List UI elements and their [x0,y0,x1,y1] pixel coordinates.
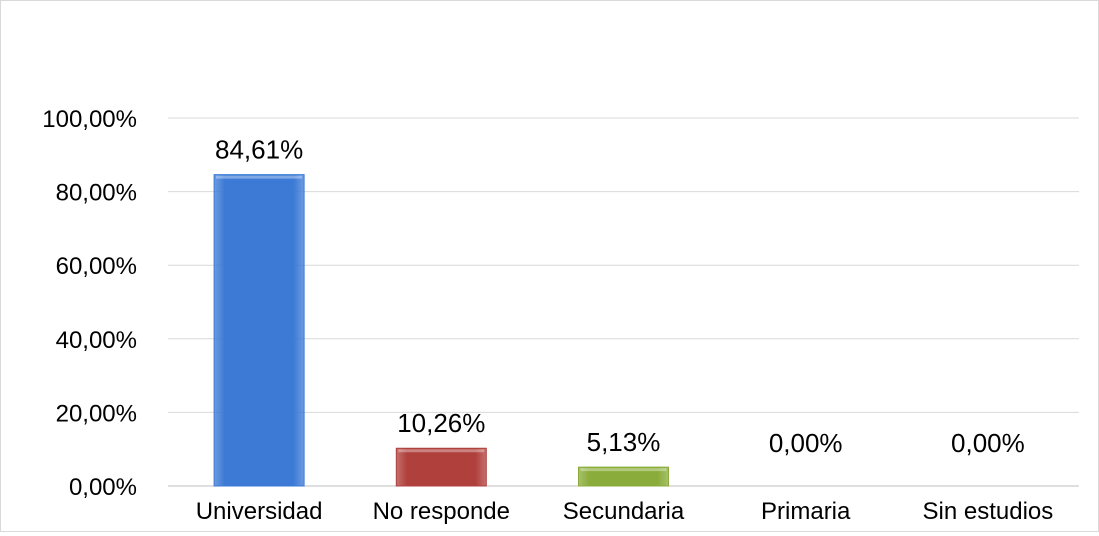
bars [213,174,669,487]
data-label: 0,00% [769,428,843,458]
bar-secundaria [578,466,669,487]
data-label: 10,26% [397,408,485,438]
y-axis-tick-labels: 0,00% 20,00% 40,00% 60,00% 80,00% 100,00% [42,106,137,501]
data-label: 5,13% [587,427,661,457]
data-label: 0,00% [951,428,1025,458]
y-tick-label: 100,00% [42,106,137,133]
category-label: Sin estudios [923,498,1054,525]
y-tick-label: 20,00% [56,400,137,427]
bar-no-responde [395,447,487,487]
y-tick-label: 0,00% [69,474,137,501]
category-label: Secundaria [563,498,685,525]
y-tick-label: 40,00% [56,327,137,354]
category-labels: Universidad No responde Secundaria Primaria… [196,498,1054,525]
category-label: No responde [373,498,510,525]
category-label: Primaria [761,498,851,525]
y-tick-label: 80,00% [56,180,137,207]
data-labels: 84,61% 10,26% 5,13% 0,00% 0,00% [215,135,1025,458]
bar-highlight [580,468,667,472]
y-tick-label: 60,00% [56,253,137,280]
data-label: 84,61% [215,135,303,165]
category-label: Universidad [196,498,323,525]
gridlines [168,117,1079,487]
bar-highlight [216,175,303,179]
bar-highlight [398,449,485,453]
bar-universidad [213,174,305,487]
